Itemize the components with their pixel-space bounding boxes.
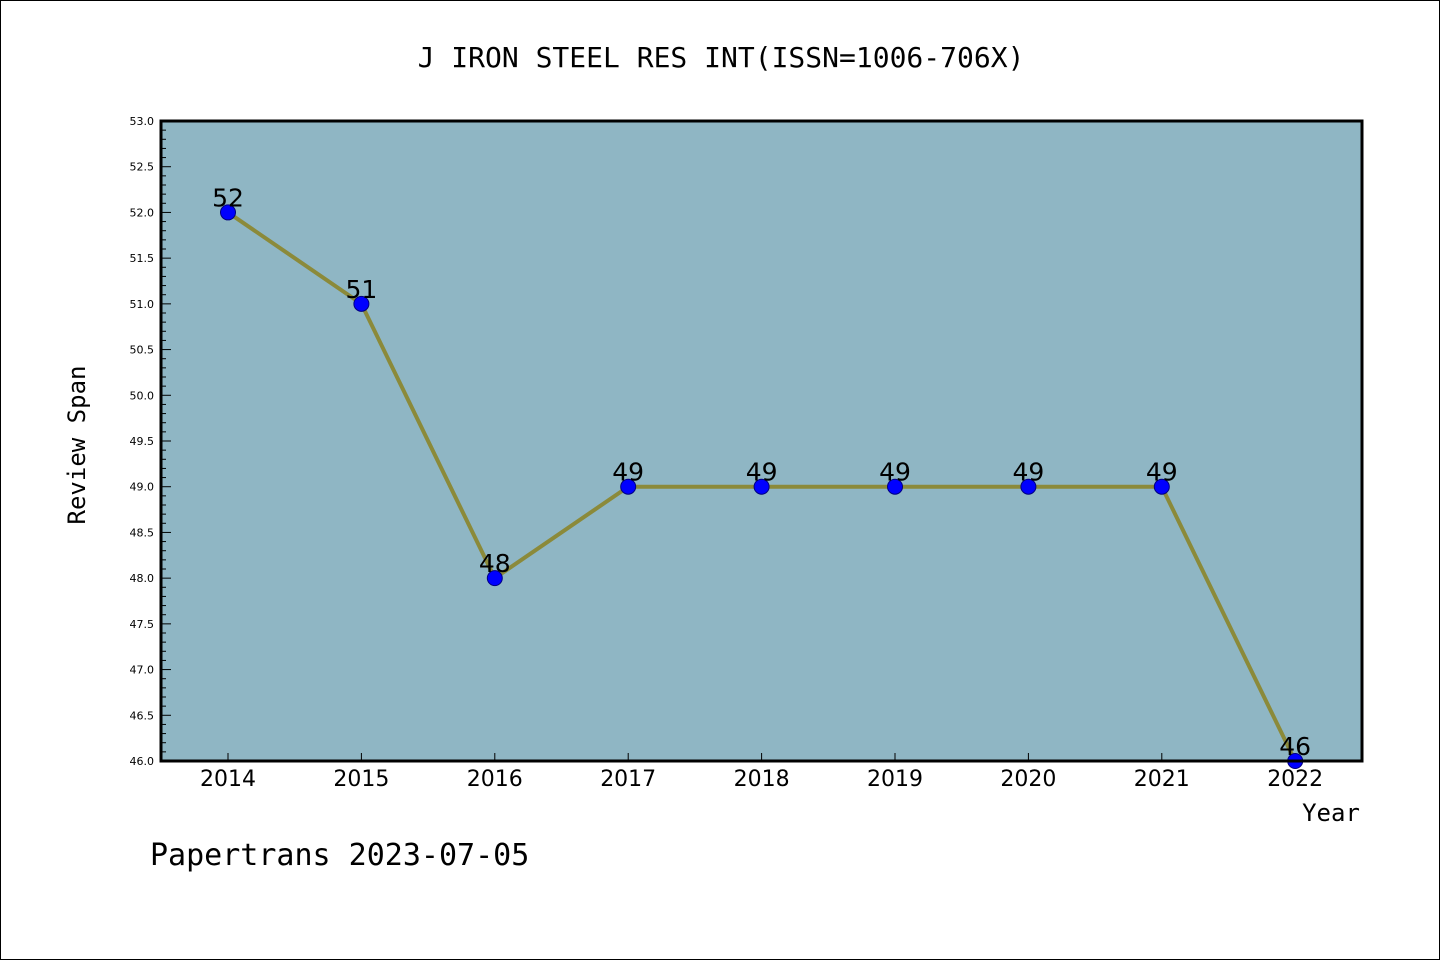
- y-axis-label: Review Span: [63, 366, 91, 525]
- data-label: 49: [612, 458, 644, 487]
- series-group: 52 51 48 49 49 49 49 49 46: [212, 183, 1311, 769]
- y-tick-label: 49.5: [130, 435, 155, 448]
- y-tick-label: 52.0: [130, 206, 155, 219]
- x-tick-label: 2019: [867, 767, 923, 792]
- x-tick-label: 2017: [600, 767, 656, 792]
- axis-ticks: 46.0 46.5 47.0 47.5 48.0 48.5 49.0 49.5 50.0 50.5…: [130, 115, 1324, 792]
- y-tick-label: 50.5: [130, 344, 155, 357]
- data-label: 48: [479, 549, 511, 578]
- data-point: [753, 478, 770, 495]
- data-point: [220, 204, 236, 221]
- data-label: 46: [1279, 732, 1311, 761]
- data-point: [486, 570, 503, 587]
- y-tick-label: 48.0: [130, 572, 155, 585]
- data-label: 52: [212, 183, 244, 212]
- data-point: [620, 478, 637, 495]
- data-label: 49: [1012, 458, 1044, 487]
- data-label: 49: [879, 458, 911, 487]
- x-tick-label: 2015: [333, 767, 389, 792]
- data-point: [1153, 478, 1170, 495]
- x-axis-label: Year: [1302, 799, 1360, 827]
- y-tick-label: 53.0: [130, 115, 155, 128]
- data-point: [1020, 478, 1037, 495]
- y-tick-label: 49.0: [130, 481, 155, 494]
- data-label: 49: [746, 458, 778, 487]
- chart-title: J IRON STEEL RES INT(ISSN=1006-706X): [418, 41, 1025, 74]
- data-point: [353, 295, 370, 312]
- y-tick-label: 47.5: [130, 618, 155, 631]
- footer-text: Papertrans 2023-07-05: [150, 838, 529, 873]
- data-point: [887, 478, 903, 495]
- y-tick-label: 47.0: [130, 664, 155, 677]
- x-tick-label: 2014: [200, 767, 256, 792]
- y-tick-label: 46.5: [130, 709, 155, 722]
- x-tick-label: 2021: [1134, 767, 1190, 792]
- y-tick-label: 50.0: [130, 389, 155, 402]
- x-tick-label: 2022: [1267, 767, 1323, 792]
- data-label: 51: [345, 275, 377, 304]
- y-tick-label: 51.0: [130, 298, 155, 311]
- y-tick-label: 46.0: [130, 755, 155, 768]
- x-tick-label: 2018: [734, 767, 790, 792]
- y-tick-label: 51.5: [130, 252, 155, 265]
- y-tick-label: 52.5: [130, 161, 155, 174]
- data-label: 49: [1146, 458, 1178, 487]
- x-tick-label: 2016: [467, 767, 523, 792]
- plot-frame: [159, 119, 1364, 763]
- y-tick-label: 48.5: [130, 526, 155, 539]
- plot-area: [161, 121, 1362, 761]
- x-tick-label: 2020: [1000, 767, 1056, 792]
